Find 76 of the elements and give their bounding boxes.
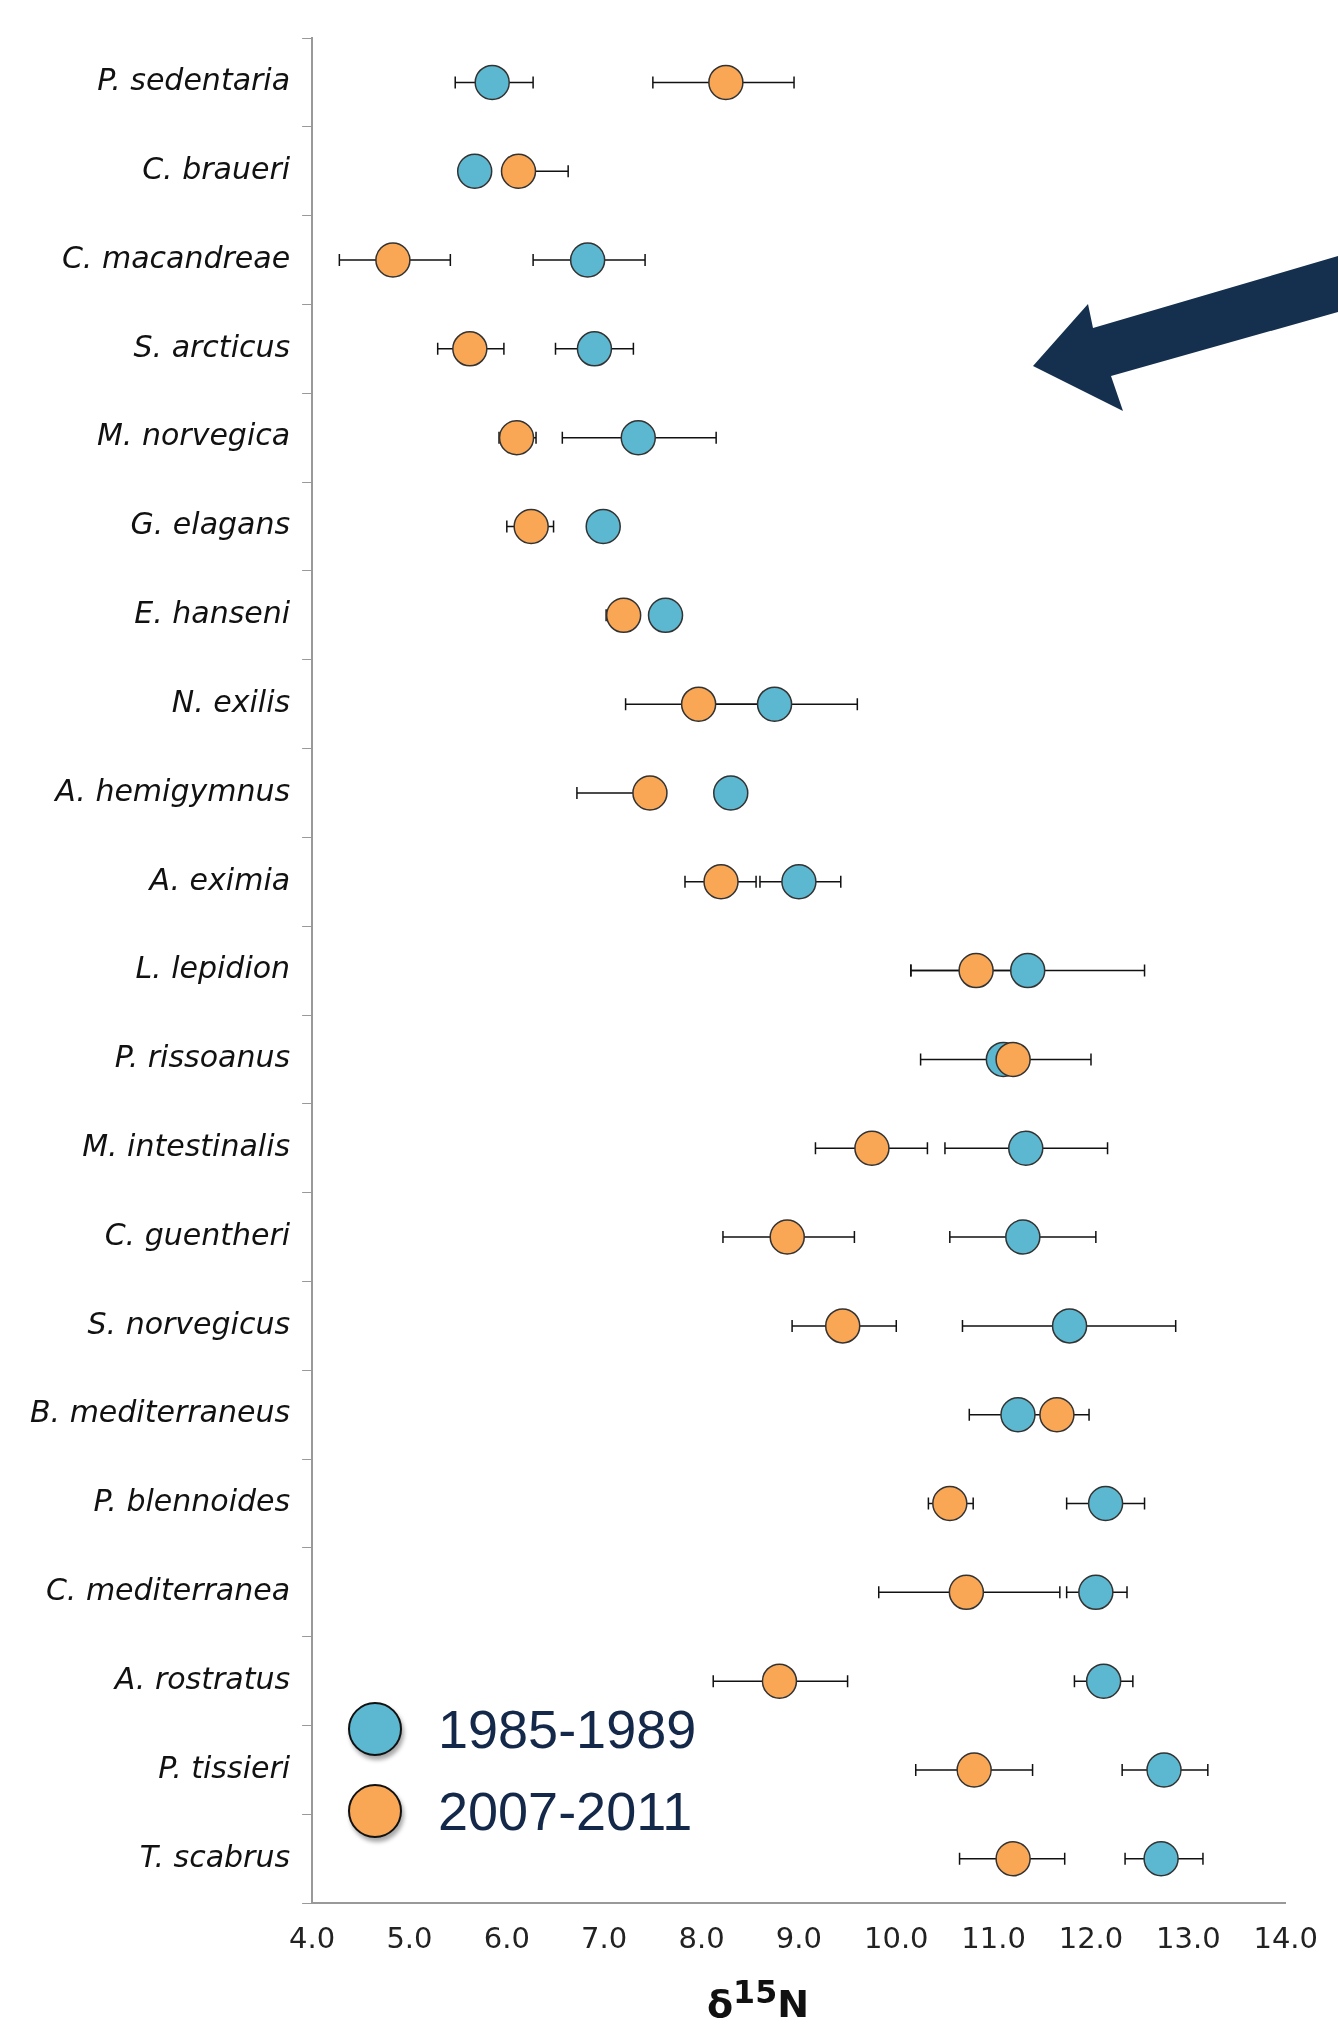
x-tick-label: 11.0 bbox=[961, 1921, 1026, 1956]
y-tick-label: A. rostratus bbox=[112, 1660, 291, 1696]
point bbox=[1087, 1485, 1124, 1522]
y-tick-label: A. hemigymnus bbox=[53, 772, 291, 808]
x-tick-label: 4.0 bbox=[289, 1921, 336, 1956]
y-tick-label: C. braueri bbox=[142, 151, 291, 187]
y-tick-label: T. scabrus bbox=[139, 1838, 291, 1874]
point bbox=[569, 242, 606, 278]
point bbox=[932, 1485, 968, 1522]
point bbox=[769, 1219, 805, 1255]
point bbox=[958, 952, 994, 989]
point bbox=[781, 864, 817, 900]
point bbox=[474, 64, 510, 101]
x-tick-label: 8.0 bbox=[678, 1921, 725, 1956]
y-tick-label: G. elagans bbox=[130, 506, 291, 542]
x-tick-label: 6.0 bbox=[483, 1921, 530, 1956]
point bbox=[1005, 1219, 1041, 1255]
point bbox=[708, 64, 744, 101]
point bbox=[452, 331, 488, 367]
point bbox=[585, 508, 621, 545]
point bbox=[713, 775, 749, 811]
x-tick-label: 12.0 bbox=[1058, 1921, 1124, 1956]
x-tick-label: 13.0 bbox=[1156, 1921, 1221, 1956]
point bbox=[620, 419, 657, 456]
y-tick-label: A. eximia bbox=[147, 861, 291, 897]
point bbox=[632, 775, 668, 811]
y-tick-label: P. blennoides bbox=[93, 1483, 291, 1519]
point bbox=[647, 597, 684, 634]
point bbox=[854, 1130, 890, 1166]
x-tick-label: 14.0 bbox=[1253, 1921, 1318, 1956]
point bbox=[1039, 1396, 1075, 1433]
point bbox=[1051, 1308, 1088, 1344]
y-tick-label: M. norvegica bbox=[96, 417, 291, 453]
y-tick-label: P. tissieri bbox=[158, 1749, 291, 1785]
y-tick-label: S. norvegicus bbox=[87, 1305, 291, 1341]
y-tick-label: P. rissoanus bbox=[114, 1039, 291, 1075]
point bbox=[761, 1663, 798, 1699]
point bbox=[375, 242, 411, 278]
y-tick-label: C. guentheri bbox=[104, 1216, 291, 1252]
y-tick-label: B. mediterraneus bbox=[29, 1394, 291, 1430]
point bbox=[995, 1041, 1031, 1078]
point bbox=[680, 686, 717, 722]
point bbox=[1078, 1574, 1114, 1611]
x-axis-title: δ$^{15}$N bbox=[706, 1974, 810, 2026]
point bbox=[756, 686, 793, 722]
y-tick-label: P. sedentaria bbox=[97, 62, 291, 98]
point bbox=[500, 153, 537, 189]
x-tick-label: 9.0 bbox=[775, 1921, 822, 1956]
point bbox=[576, 331, 613, 367]
y-tick-label: E. hanseni bbox=[134, 595, 291, 631]
point bbox=[1143, 1841, 1179, 1877]
legend-label: 1985-1989 bbox=[438, 1698, 697, 1760]
y-tick-label: S. arcticus bbox=[133, 328, 291, 364]
x-tick-label: 7.0 bbox=[581, 1921, 628, 1956]
point bbox=[1000, 1396, 1036, 1433]
x-tick-label: 5.0 bbox=[386, 1921, 433, 1956]
x-tick-label: 10.0 bbox=[863, 1921, 929, 1956]
point bbox=[456, 153, 493, 189]
point bbox=[1008, 1130, 1044, 1166]
point bbox=[956, 1752, 992, 1788]
point bbox=[1085, 1663, 1122, 1699]
y-tick-label: M. intestinalis bbox=[82, 1128, 291, 1164]
legend-label: 2007-2011 bbox=[438, 1780, 693, 1842]
y-tick-label: C. macandreae bbox=[61, 239, 291, 275]
point bbox=[498, 419, 535, 456]
point bbox=[605, 597, 642, 634]
point bbox=[513, 508, 549, 545]
point bbox=[824, 1308, 861, 1344]
point bbox=[703, 864, 739, 900]
y-tick-label: L. lepidion bbox=[135, 950, 291, 986]
y-tick-label: N. exilis bbox=[171, 683, 291, 719]
point bbox=[995, 1841, 1031, 1877]
point bbox=[1009, 952, 1046, 989]
point bbox=[1146, 1752, 1182, 1788]
point bbox=[948, 1574, 985, 1611]
y-tick-label: C. mediterranea bbox=[45, 1572, 291, 1608]
